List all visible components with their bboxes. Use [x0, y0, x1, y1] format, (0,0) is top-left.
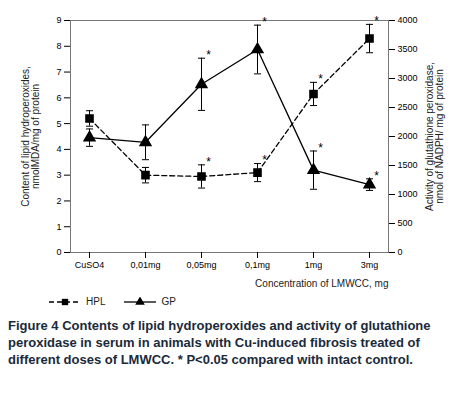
svg-text:*: * — [262, 15, 267, 29]
html-text:HPL: HPL — [86, 296, 106, 307]
svg-text:0,05mg: 0,05mg — [186, 260, 216, 270]
svg-text:*: * — [206, 155, 211, 169]
svg-text:2: 2 — [56, 196, 61, 206]
svg-text:*: * — [318, 141, 323, 155]
html-text:GP: GP — [161, 296, 176, 307]
svg-text:3000: 3000 — [398, 73, 418, 83]
svg-text:5: 5 — [56, 118, 61, 128]
svg-text:Content of lipid hydroperoxide: Content of lipid hydroperoxides,nmolMDA/… — [20, 66, 41, 207]
svg-text:3: 3 — [56, 170, 61, 180]
svg-text:9: 9 — [56, 15, 61, 25]
svg-text:CuSO4: CuSO4 — [75, 260, 105, 270]
svg-text:2500: 2500 — [398, 102, 418, 112]
svg-text:Concentration of LMWCC, mg: Concentration of LMWCC, mg — [255, 278, 388, 289]
svg-text:0,01mg: 0,01mg — [130, 260, 160, 270]
svg-text:*: * — [318, 72, 323, 86]
svg-text:500: 500 — [398, 218, 413, 228]
svg-text:3mg: 3mg — [361, 260, 379, 270]
svg-text:0: 0 — [56, 247, 61, 257]
svg-text:1: 1 — [56, 222, 61, 232]
svg-text:Activity of glutathione peroxi: Activity of glutathione peroxidase,nmol … — [424, 62, 445, 211]
svg-text:0: 0 — [398, 247, 403, 257]
html-text:Figure 4 Contents of lipid hyd: Figure 4 Contents of lipid hydroperoxide… — [8, 318, 431, 367]
svg-text:*: * — [262, 153, 267, 167]
svg-text:4: 4 — [56, 144, 61, 154]
svg-text:2000: 2000 — [398, 131, 418, 141]
svg-text:6: 6 — [56, 93, 61, 103]
svg-text:*: * — [206, 48, 211, 62]
svg-text:1mg: 1mg — [305, 260, 323, 270]
svg-text:1500: 1500 — [398, 160, 418, 170]
svg-text:*: * — [374, 169, 379, 183]
svg-text:8: 8 — [56, 41, 61, 51]
svg-text:0,1mg: 0,1mg — [245, 260, 270, 270]
svg-text:3500: 3500 — [398, 44, 418, 54]
svg-text:4000: 4000 — [398, 15, 418, 25]
svg-text:1000: 1000 — [398, 189, 418, 199]
svg-text:7: 7 — [56, 67, 61, 77]
svg-text:*: * — [374, 14, 379, 28]
